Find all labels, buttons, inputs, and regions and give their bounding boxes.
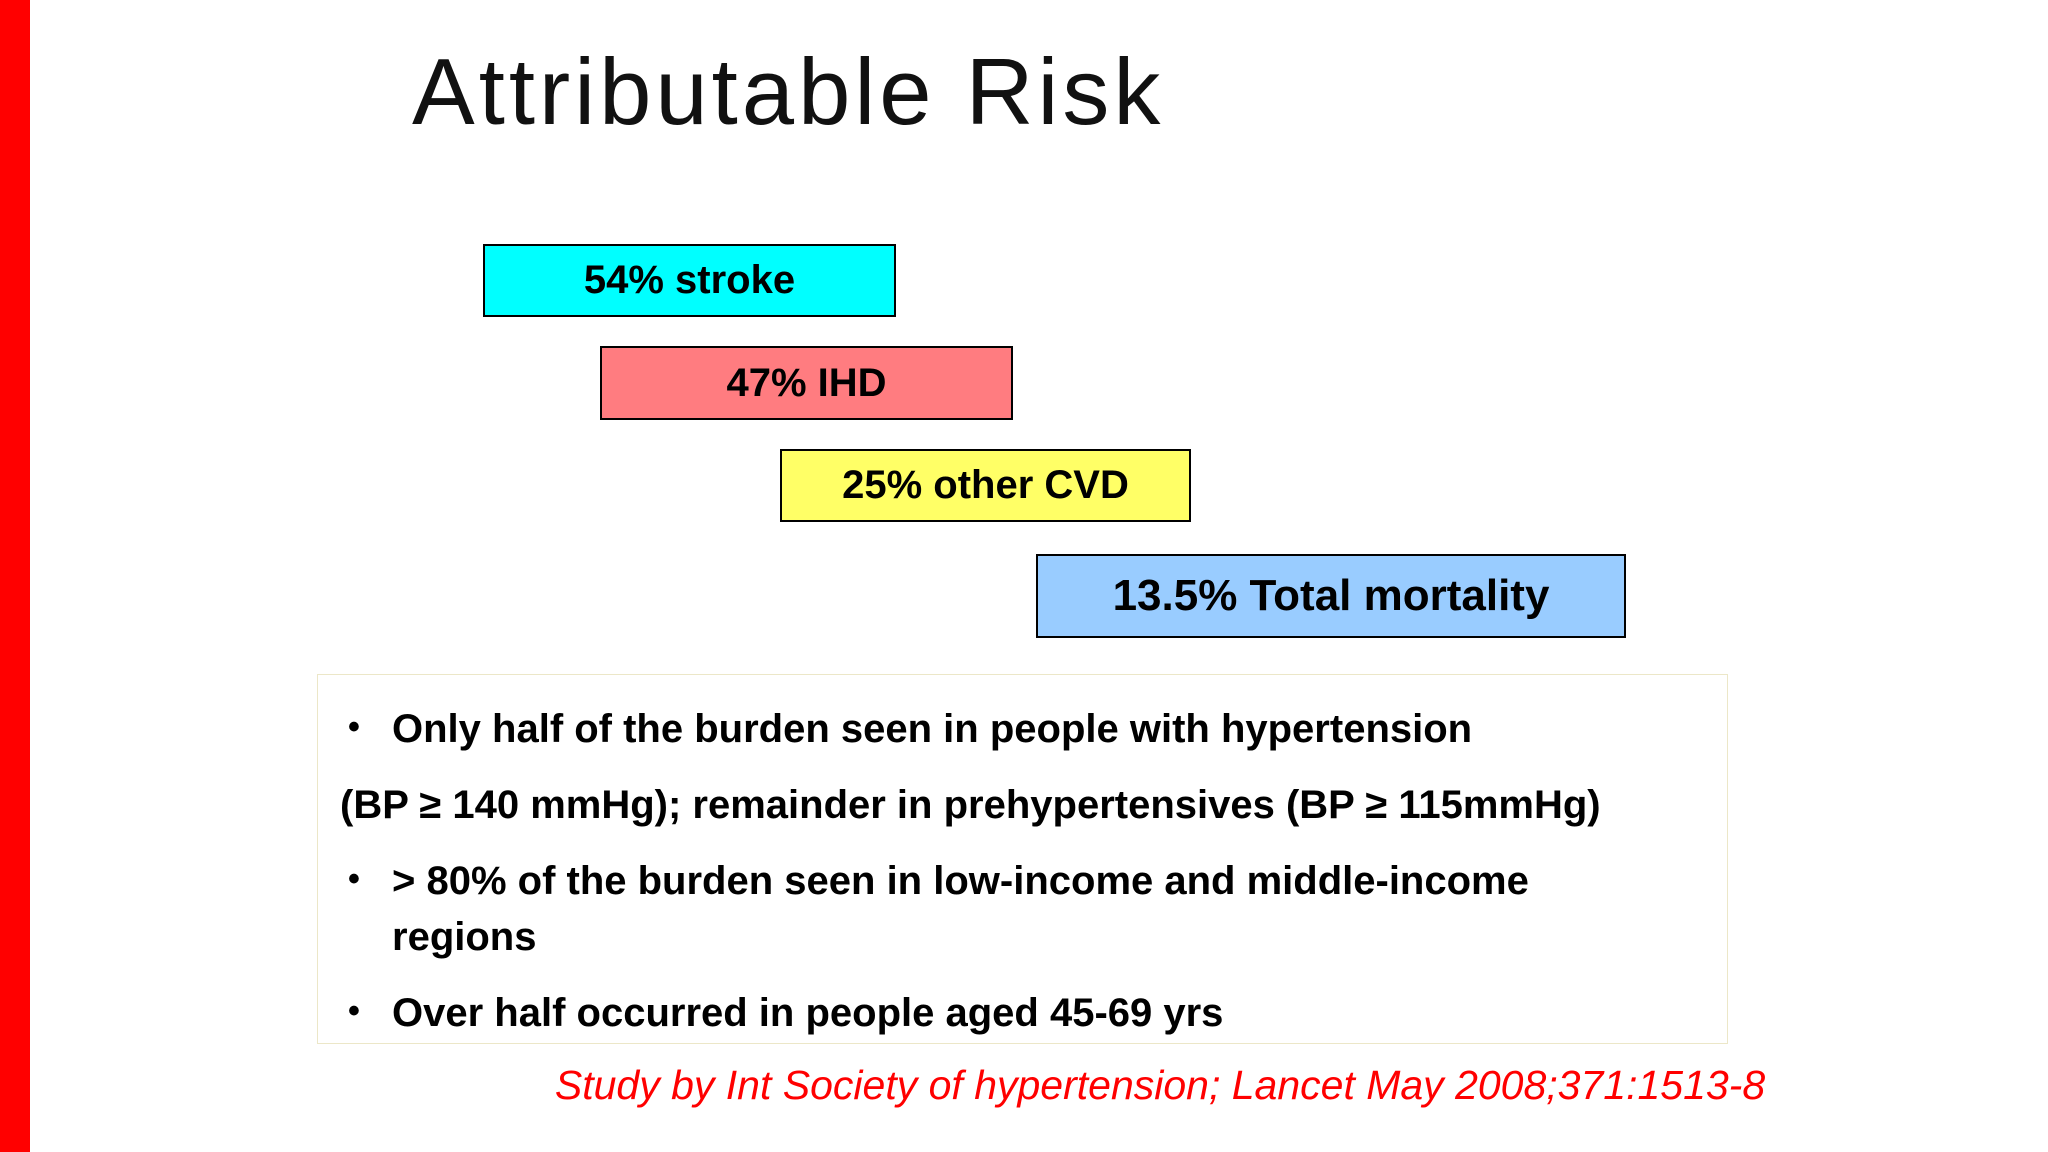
continuation-line-text: (BP ≥ 140 mmHg); remainder in prehyperte…	[340, 783, 1601, 827]
bullet-line: • > 80% of the burden seen in low-income…	[340, 853, 1600, 965]
risk-box-ihd-label: 47% IHD	[726, 360, 887, 405]
bullet-line-text: > 80% of the burden seen in low-income a…	[392, 859, 1529, 959]
bullet-dot: •	[348, 860, 360, 898]
risk-box-total-mortality: 13.5% Total mortality	[1036, 554, 1626, 638]
slide-title: Attributable Risk	[412, 39, 1165, 144]
risk-box-other-cvd: 25% other CVD	[780, 449, 1191, 522]
left-accent-bar	[0, 0, 30, 1152]
risk-box-ihd: 47% IHD	[600, 346, 1013, 420]
risk-box-total-mortality-label: 13.5% Total mortality	[1112, 571, 1550, 620]
risk-box-other-cvd-label: 25% other CVD	[842, 463, 1129, 507]
risk-box-stroke: 54% stroke	[483, 244, 896, 317]
bullet-panel: • Only half of the burden seen in people…	[317, 674, 1728, 1044]
bullet-line: • Only half of the burden seen in people…	[340, 701, 1699, 757]
bullet-dot: •	[348, 708, 360, 746]
bullet-dot: •	[348, 992, 360, 1030]
bullet-line: • Over half occurred in people aged 45-6…	[340, 985, 1699, 1041]
citation-text: Study by Int Society of hypertension; La…	[554, 1062, 1766, 1108]
bullet-line-text: Over half occurred in people aged 45-69 …	[392, 991, 1224, 1035]
continuation-line: (BP ≥ 140 mmHg); remainder in prehyperte…	[340, 777, 1699, 833]
risk-box-stroke-label: 54% stroke	[583, 258, 796, 302]
bullet-line-text: Only half of the burden seen in people w…	[392, 707, 1473, 751]
